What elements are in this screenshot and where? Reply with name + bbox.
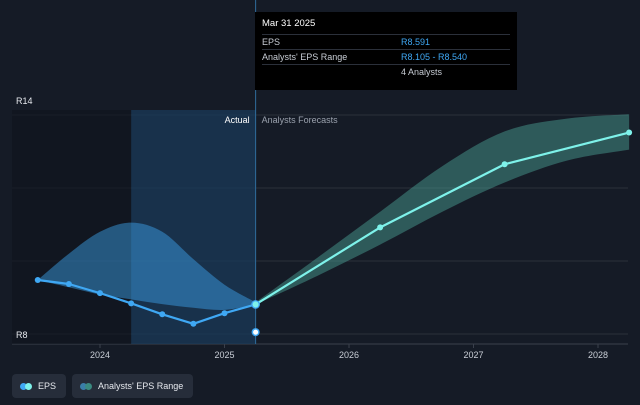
y-label-bottom: R8 <box>16 330 28 340</box>
tooltip-value: 4 Analysts <box>401 67 443 77</box>
data-point <box>34 276 41 283</box>
range-area-0 <box>37 222 256 311</box>
x-axis: 2024 2025 2026 2027 2028 <box>90 344 608 360</box>
data-point <box>97 290 103 297</box>
legend-swatch-icon <box>80 382 93 390</box>
legend-swatch-icon <box>20 382 32 390</box>
legend-label: Analysts' EPS Range <box>98 381 184 391</box>
tooltip-row-range: Analysts' EPS Range R8.105 - R8.540 <box>262 49 510 64</box>
data-point <box>159 311 166 318</box>
tooltip-date: Mar 31 2025 <box>262 18 316 29</box>
actual-shade-rect <box>131 110 256 344</box>
legend-label: EPS <box>38 381 57 391</box>
range-low-point <box>251 328 260 337</box>
tooltip-label: Analysts' EPS Range <box>262 52 348 62</box>
data-point <box>128 300 135 307</box>
swatch-dot <box>80 382 88 390</box>
line-layer <box>37 131 630 325</box>
tooltip-row-analysts: 4 Analysts <box>262 64 510 79</box>
data-point <box>221 310 228 317</box>
data-point <box>377 224 384 231</box>
series-line-0 <box>37 278 256 325</box>
data-point <box>190 320 197 327</box>
data-point <box>65 280 72 287</box>
x-tick-label: 2024 <box>90 350 110 360</box>
range-area-1 <box>255 114 630 305</box>
range-layer <box>37 114 630 311</box>
legend-item-eps[interactable]: EPS <box>12 374 67 398</box>
x-tick-label: 2027 <box>463 350 483 360</box>
data-point <box>626 129 633 136</box>
point-layer <box>34 129 633 337</box>
legend-item-eps-range[interactable]: Analysts' EPS Range <box>72 374 194 398</box>
x-tick-label: 2026 <box>339 350 359 360</box>
tooltip-value: R8.105 - R8.540 <box>401 52 468 62</box>
forecast-region-label: Analysts Forecasts <box>262 115 339 125</box>
legend: EPS Analysts' EPS Range <box>12 374 194 398</box>
x-tick-label: 2028 <box>588 350 608 360</box>
data-point <box>252 301 259 308</box>
y-label-top: R14 <box>16 96 33 106</box>
series-line-1 <box>255 131 630 306</box>
data-point <box>501 161 508 168</box>
label-layer: R14 R8 Actual Analysts Forecasts <box>16 96 338 340</box>
tooltip-row-eps: EPS R8.591 <box>262 34 510 49</box>
actual-region-label: Actual <box>225 115 250 125</box>
swatch-dot <box>85 382 93 390</box>
swatch-dot <box>20 382 27 390</box>
x-tick-label: 2025 <box>214 350 234 360</box>
past-shade-rect <box>12 110 132 344</box>
tooltip-value: R8.591 <box>401 37 431 47</box>
swatch-dot <box>25 382 32 390</box>
tooltip-label: EPS <box>262 37 281 47</box>
tooltip: Mar 31 2025 EPS R8.591 Analysts' EPS Ran… <box>255 12 517 90</box>
